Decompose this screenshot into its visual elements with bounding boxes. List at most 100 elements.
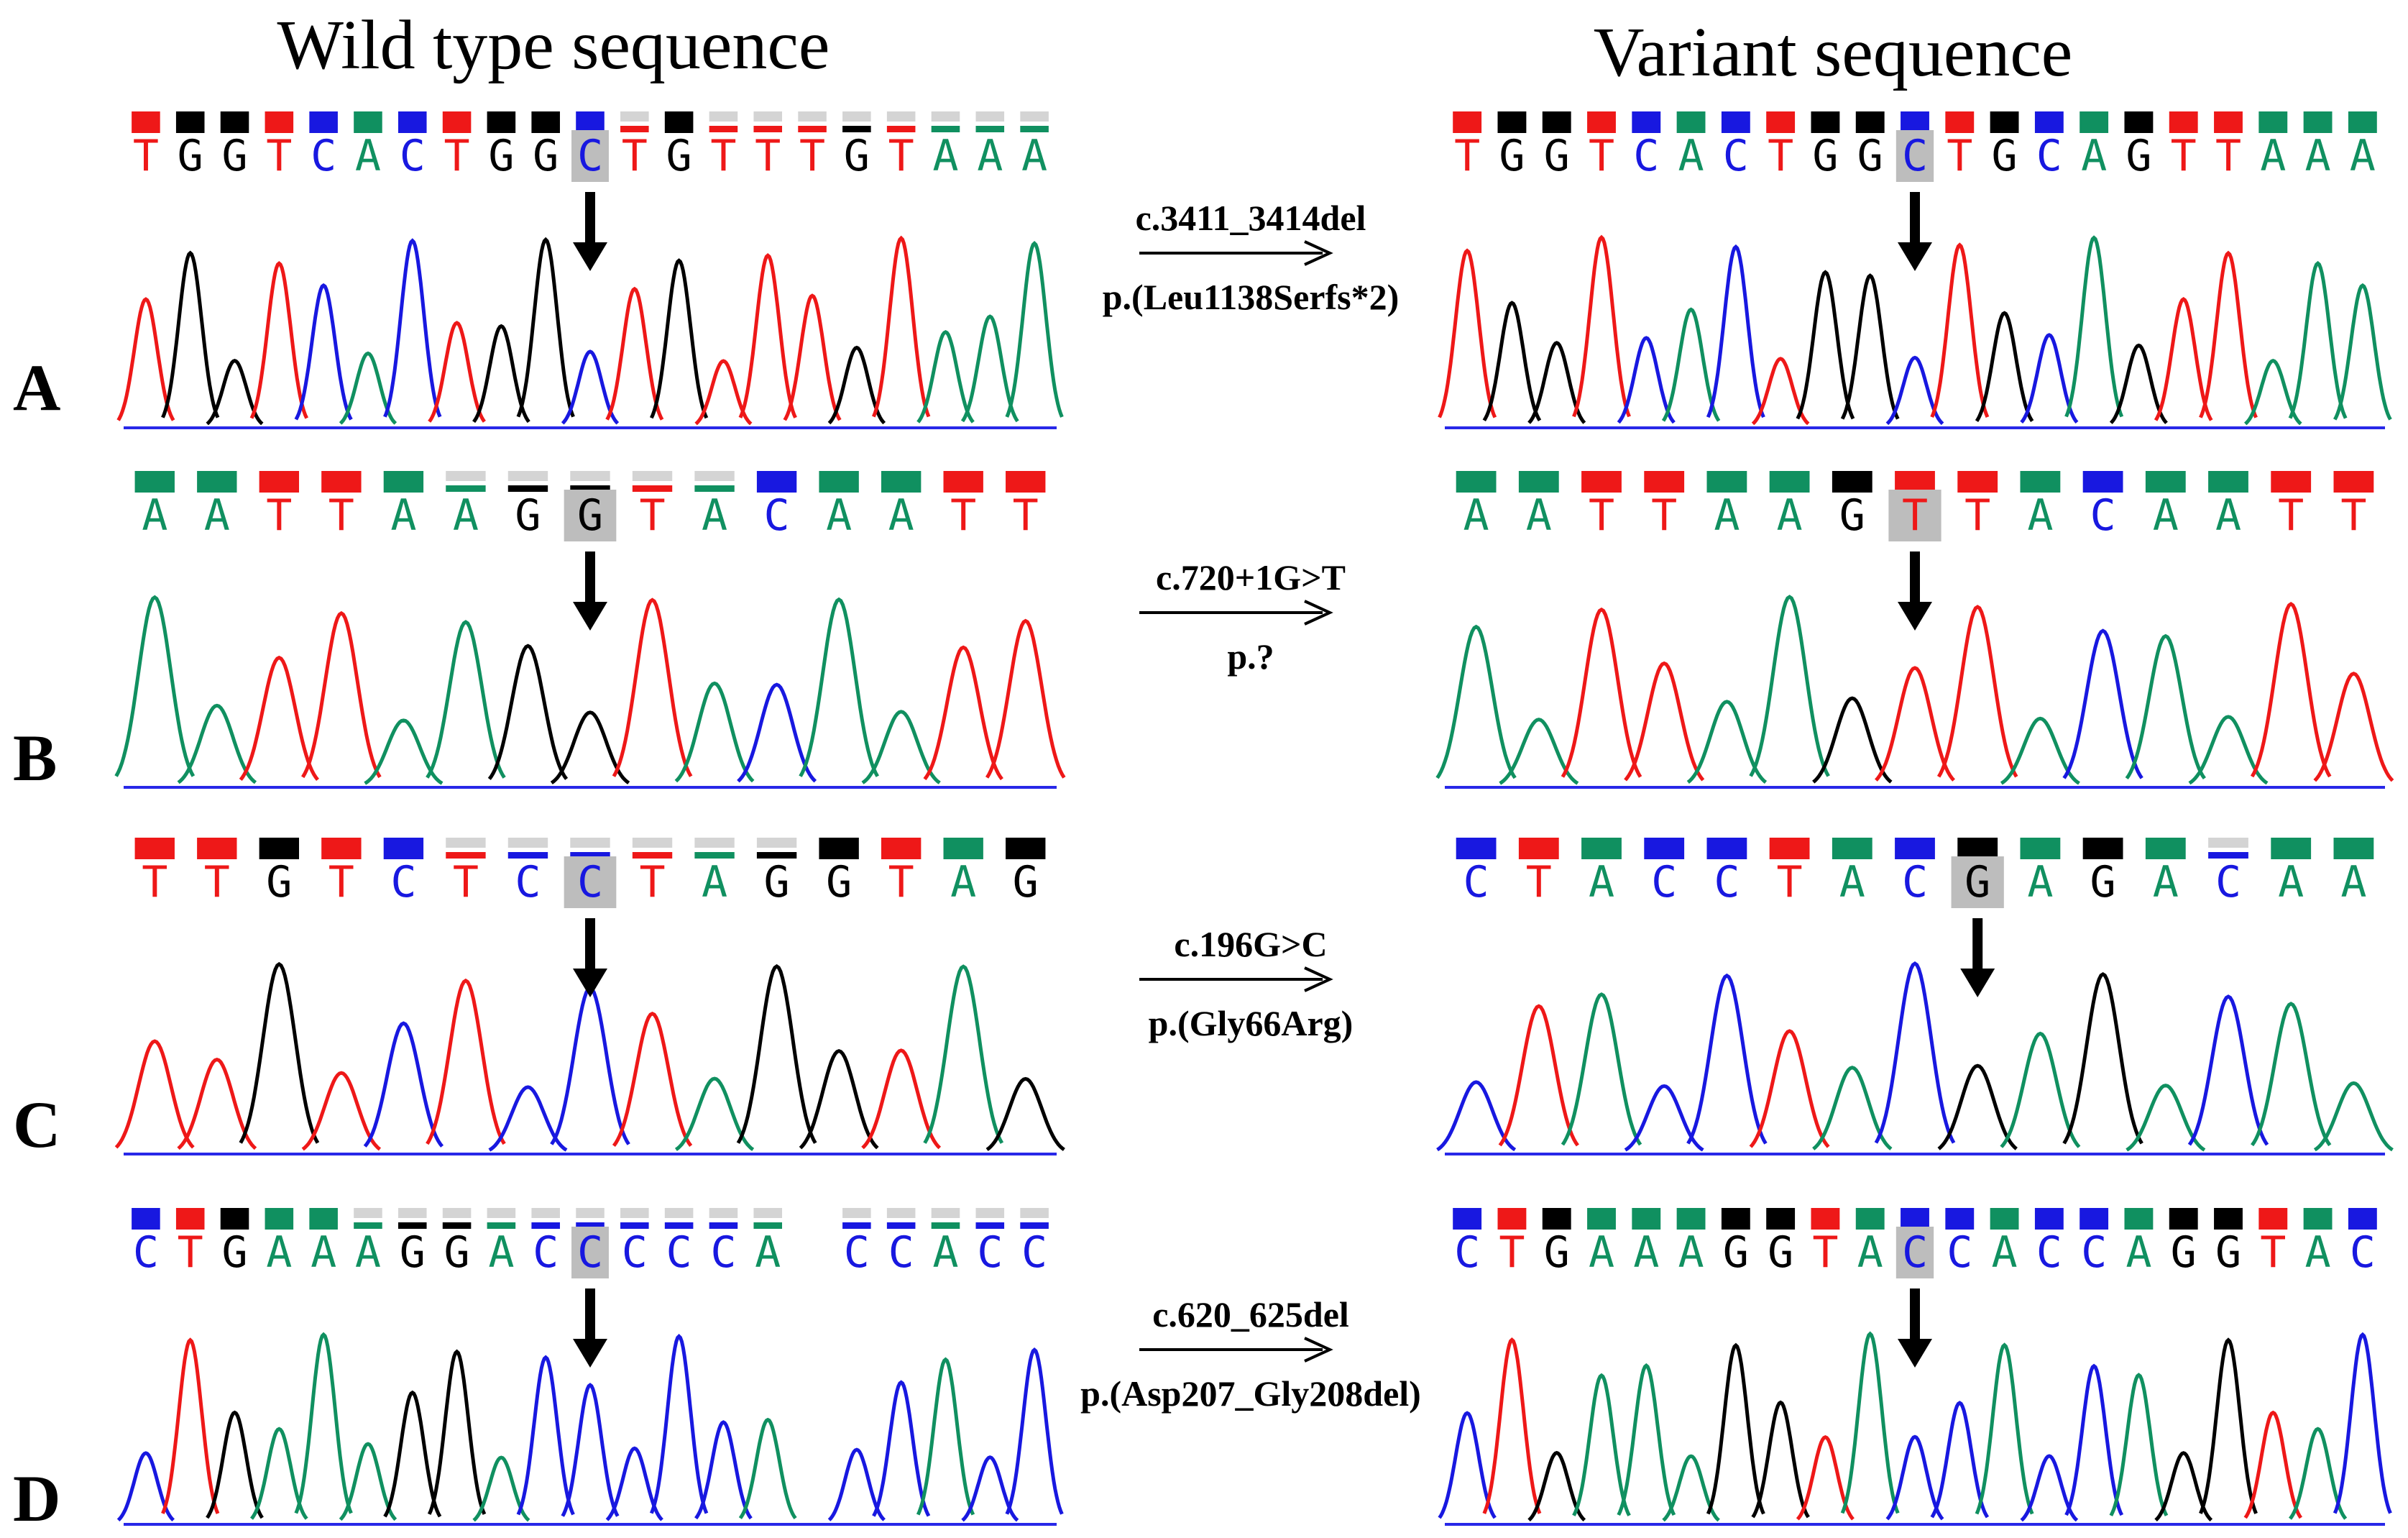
trace-peak	[1438, 1411, 1497, 1519]
trace-peak	[363, 1021, 444, 1148]
quality-bar-low	[753, 1222, 783, 1229]
base-call: C	[1651, 857, 1677, 907]
trace-peak	[364, 718, 444, 785]
quality-bar	[753, 111, 783, 122]
base-call: T	[1777, 857, 1803, 907]
quality-bar	[1020, 1208, 1049, 1218]
quality-bar	[709, 1208, 738, 1218]
variant-title: Variant sequence	[1594, 14, 2073, 91]
quality-bar	[2208, 471, 2248, 493]
variant-arrow-head	[1960, 969, 1995, 997]
base-call: C	[1633, 131, 1659, 181]
base-call: A	[2153, 857, 2179, 907]
quality-bar	[2082, 471, 2123, 493]
trace-peak	[2020, 333, 2079, 424]
base-call: A	[2340, 857, 2366, 907]
quality-bar	[2020, 471, 2061, 493]
variant-arrow-head	[1898, 1339, 1932, 1368]
trace-peak	[1482, 1337, 1542, 1514]
quality-bar	[1632, 111, 1661, 133]
quality-bar	[756, 471, 797, 493]
base-call: T	[2215, 131, 2241, 181]
trace-peak	[472, 1455, 530, 1522]
quality-bar-low	[664, 1222, 694, 1229]
base-call: G	[488, 131, 514, 181]
quality-bar	[1581, 471, 1622, 493]
quality-bar	[1945, 111, 1975, 133]
quality-bar-low	[570, 485, 610, 492]
trace-peak	[1005, 241, 1064, 418]
quality-bar	[632, 471, 673, 481]
base-call: C	[666, 1227, 692, 1278]
trace-peak	[612, 598, 693, 777]
base-call: A	[932, 1227, 958, 1278]
base-call: A	[355, 1227, 381, 1278]
base-call: T	[453, 857, 479, 907]
trace-peak	[2187, 994, 2269, 1146]
trace-peak	[1572, 234, 1631, 418]
base-call: T	[1013, 490, 1039, 541]
variant-base-highlight	[1888, 490, 1941, 541]
trace-peak	[561, 1383, 620, 1517]
quality-bar	[1518, 471, 1559, 493]
quality-bar	[442, 1208, 472, 1218]
base-call: G	[1839, 490, 1865, 541]
base-call: T	[204, 857, 230, 907]
trace-peak	[2333, 283, 2392, 421]
quality-bar	[1766, 1208, 1796, 1230]
trace-peak	[2126, 1084, 2206, 1152]
quality-bar	[798, 111, 827, 122]
trace-peak	[2199, 1337, 2258, 1514]
trace-peak	[1749, 595, 1830, 777]
quality-bar-low	[507, 485, 548, 492]
quality-bar	[1855, 111, 1885, 133]
variant-arrow-head	[573, 602, 607, 631]
base-call: T	[178, 1227, 203, 1278]
quality-bar	[1990, 111, 2019, 133]
trace-peak	[1812, 1066, 1893, 1150]
variant-base-highlight	[1951, 856, 2004, 908]
trace-peak	[2251, 1002, 2332, 1147]
trace-peak	[2000, 1031, 2081, 1148]
quality-bar	[134, 838, 175, 859]
base-call: T	[888, 857, 914, 907]
trace-peak	[916, 1357, 975, 1516]
quality-bar	[1990, 1208, 2019, 1230]
trace-peak	[738, 1417, 797, 1519]
quality-bar	[632, 838, 673, 848]
quality-bar	[664, 111, 694, 133]
quality-bar	[2080, 111, 2109, 133]
trace-peak	[550, 986, 630, 1145]
base-call: A	[1857, 1227, 1883, 1278]
trace-peak	[1751, 1400, 1810, 1519]
quality-bar	[2208, 838, 2248, 848]
base-call: C	[311, 131, 336, 181]
quality-bar-low	[975, 1222, 1005, 1229]
trace-peak	[1840, 273, 1900, 420]
quality-bar	[1901, 1208, 1929, 1230]
quality-bar	[2214, 111, 2243, 133]
quality-bar	[2348, 111, 2377, 133]
trace-peak	[605, 1446, 663, 1521]
trace-peak	[2243, 1410, 2302, 1519]
quality-bar	[1497, 1208, 1527, 1230]
base-call: G	[577, 490, 603, 541]
quality-bar	[397, 111, 427, 133]
base-call: C	[533, 1227, 559, 1278]
trace-peak	[861, 710, 941, 784]
base-call: A	[2153, 490, 2179, 541]
quality-bar	[1811, 1208, 1840, 1230]
trace-peak	[2313, 672, 2394, 782]
base-call: A	[453, 490, 479, 541]
base-call: G	[1723, 1227, 1749, 1278]
quality-bar	[881, 471, 922, 493]
base-call: T	[2340, 490, 2366, 541]
trace-peak	[737, 682, 817, 783]
quality-bar-low	[842, 1222, 871, 1229]
quality-bar	[753, 1208, 783, 1218]
trace-peak	[161, 250, 220, 418]
base-call: A	[355, 131, 381, 181]
trace-peak	[985, 1076, 1065, 1151]
quality-bar	[259, 838, 300, 859]
quality-bar	[383, 838, 424, 859]
